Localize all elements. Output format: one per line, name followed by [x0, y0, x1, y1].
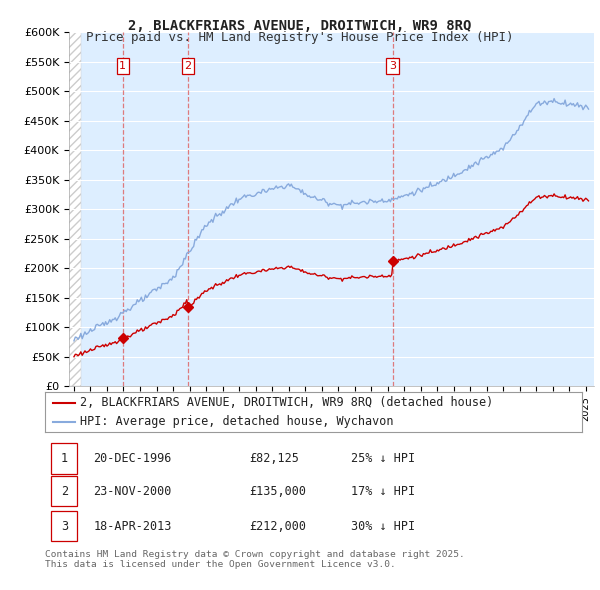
Text: 23-NOV-2000: 23-NOV-2000	[94, 484, 172, 498]
Text: 17% ↓ HPI: 17% ↓ HPI	[351, 484, 415, 498]
Text: 1: 1	[61, 452, 68, 465]
FancyBboxPatch shape	[52, 511, 77, 542]
Text: 2, BLACKFRIARS AVENUE, DROITWICH, WR9 8RQ (detached house): 2, BLACKFRIARS AVENUE, DROITWICH, WR9 8R…	[80, 396, 493, 409]
Text: £82,125: £82,125	[249, 452, 299, 465]
FancyBboxPatch shape	[52, 443, 77, 474]
Text: £212,000: £212,000	[249, 520, 306, 533]
Text: 3: 3	[389, 61, 396, 71]
Text: 20-DEC-1996: 20-DEC-1996	[94, 452, 172, 465]
Text: 2, BLACKFRIARS AVENUE, DROITWICH, WR9 8RQ: 2, BLACKFRIARS AVENUE, DROITWICH, WR9 8R…	[128, 19, 472, 33]
Text: 25% ↓ HPI: 25% ↓ HPI	[351, 452, 415, 465]
Text: Price paid vs. HM Land Registry's House Price Index (HPI): Price paid vs. HM Land Registry's House …	[86, 31, 514, 44]
Text: 1: 1	[119, 61, 127, 71]
Text: 18-APR-2013: 18-APR-2013	[94, 520, 172, 533]
Text: £135,000: £135,000	[249, 484, 306, 498]
Text: 30% ↓ HPI: 30% ↓ HPI	[351, 520, 415, 533]
Text: Contains HM Land Registry data © Crown copyright and database right 2025.
This d: Contains HM Land Registry data © Crown c…	[45, 550, 465, 569]
FancyBboxPatch shape	[52, 476, 77, 506]
Text: HPI: Average price, detached house, Wychavon: HPI: Average price, detached house, Wych…	[80, 415, 394, 428]
Text: 2: 2	[184, 61, 191, 71]
Text: 2: 2	[61, 484, 68, 498]
Text: 3: 3	[61, 520, 68, 533]
